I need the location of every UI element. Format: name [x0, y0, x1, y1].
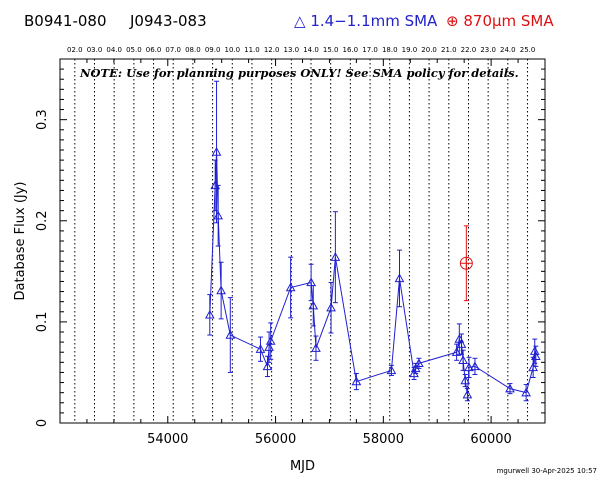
- legend-low-band-label: 1.4−1.1mm SMA: [310, 12, 438, 30]
- year-label: 03.0: [87, 46, 103, 54]
- data-point: [330, 252, 341, 261]
- data-point: [255, 344, 266, 353]
- data-point: [451, 347, 462, 356]
- year-label: 19.0: [402, 46, 418, 54]
- year-label: 16.0: [343, 46, 359, 54]
- data-point: [351, 376, 362, 386]
- data-point: [394, 273, 405, 283]
- year-label: 09.0: [205, 46, 221, 54]
- year-label: 15.0: [323, 46, 339, 54]
- year-label: 06.0: [146, 46, 162, 54]
- year-label: 23.0: [480, 46, 496, 54]
- x-tick-label: 60000: [470, 432, 511, 447]
- data-point: [456, 339, 467, 348]
- y-tick-label: 0: [35, 419, 50, 427]
- data-point: [213, 210, 224, 220]
- x-tick-label: 54000: [147, 432, 188, 447]
- data-point: [464, 362, 474, 372]
- legend-high-band-label: 870μm SMA: [463, 12, 554, 30]
- year-label: 08.0: [185, 46, 201, 54]
- y-tick-label: 0.3: [35, 109, 50, 130]
- data-point: [311, 343, 321, 352]
- circle-plus-icon: ⊕: [446, 12, 459, 30]
- year-label: 04.0: [106, 46, 122, 54]
- data-point: [262, 361, 273, 371]
- x-axis-label: MJD: [290, 459, 315, 474]
- year-label: 10.0: [224, 46, 240, 54]
- y-tick-label: 0.2: [35, 210, 50, 231]
- year-label: 13.0: [284, 46, 300, 54]
- data-point: [414, 358, 424, 368]
- year-label: 11.0: [244, 46, 260, 54]
- source-name-alias: J0943-083: [130, 12, 207, 30]
- year-label: 05.0: [126, 46, 142, 54]
- year-label: 02.0: [67, 46, 83, 54]
- data-point: [470, 361, 480, 371]
- year-label: 14.0: [303, 46, 319, 54]
- x-tick-label: 58000: [363, 432, 404, 447]
- year-label: 07.0: [165, 46, 181, 54]
- data-point: [530, 351, 541, 360]
- year-label: 22.0: [461, 46, 477, 54]
- source-name-primary: B0941-080: [24, 12, 107, 30]
- year-label: 25.0: [520, 46, 536, 54]
- data-point: [326, 302, 336, 312]
- triangle-icon: △: [294, 12, 306, 30]
- x-tick-label: 56000: [255, 432, 296, 447]
- credit-line: mgurwell 30-Apr-2025 10:57: [496, 467, 597, 475]
- year-label: 24.0: [500, 46, 516, 54]
- data-point: [505, 383, 515, 393]
- data-point: [386, 365, 397, 375]
- data-point: [308, 300, 319, 310]
- year-label: 21.0: [441, 46, 457, 54]
- data-point: [458, 355, 468, 365]
- series-line: [209, 152, 537, 395]
- data-point: [216, 285, 226, 295]
- data-point: [225, 330, 236, 339]
- year-label: 18.0: [382, 46, 398, 54]
- year-label: 20.0: [421, 46, 437, 54]
- legend-low-band: △ 1.4−1.1mm SMA: [294, 12, 437, 30]
- data-point: [460, 375, 471, 385]
- data-point: [285, 282, 296, 292]
- year-label: 17.0: [362, 46, 378, 54]
- data-point: [204, 309, 215, 319]
- data-point: [462, 389, 473, 399]
- year-label: 12.0: [264, 46, 280, 54]
- data-point: [521, 387, 531, 397]
- legend-high-band: ⊕ 870μm SMA: [446, 12, 554, 30]
- y-axis-label: Database Flux (Jy): [13, 182, 28, 301]
- data-point: [528, 362, 538, 372]
- data-point: [211, 146, 222, 156]
- planning-note: NOTE: Use for planning purposes ONLY! Se…: [79, 66, 519, 80]
- data-point: [265, 336, 276, 345]
- y-tick-label: 0.1: [35, 312, 50, 333]
